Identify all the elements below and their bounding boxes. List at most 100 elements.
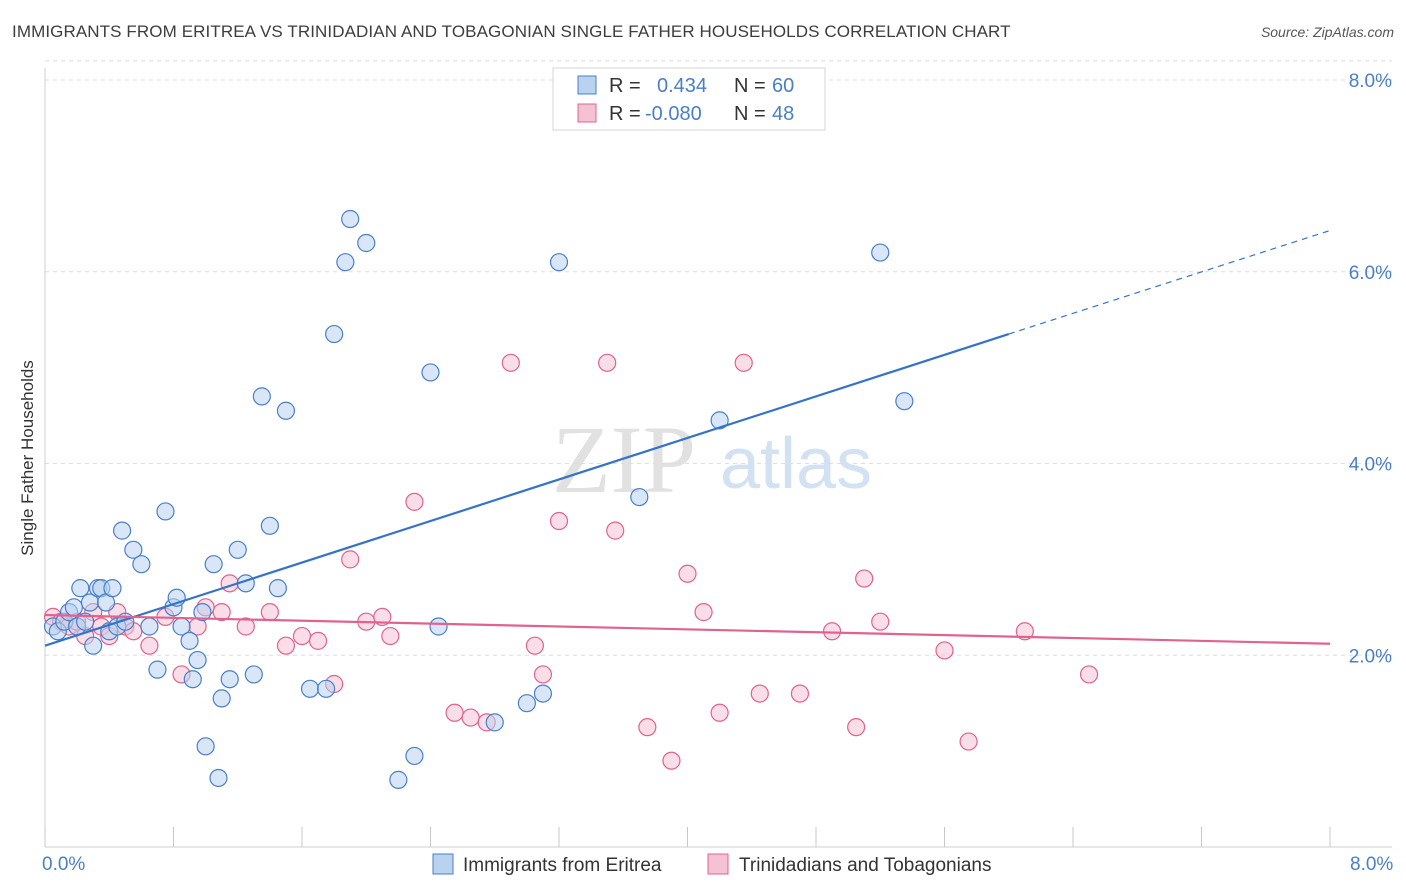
trinidadians-point — [871, 612, 890, 631]
eritrea-point — [76, 612, 95, 631]
y-tick-labels: 2.0% 4.0% 6.0% 8.0% — [1349, 71, 1392, 667]
stats-r-label-pink: R = — [609, 103, 641, 125]
trinidadians-point — [260, 603, 279, 622]
eritrea-point — [252, 387, 271, 406]
x-tick-label-max: 8.0% — [1350, 854, 1393, 875]
trinidadians-point — [638, 718, 657, 737]
eritrea-point — [124, 540, 143, 559]
trinidadians-trend-line — [44, 613, 1331, 645]
stats-n-label-blue: N = — [734, 75, 766, 97]
trinidadians-point — [461, 708, 480, 727]
trinidadians-point — [710, 703, 729, 722]
eritrea-point — [300, 679, 320, 698]
eritrea-point — [228, 540, 247, 559]
eritrea-trend-line — [44, 333, 1010, 647]
y-tick-label: 2.0% — [1349, 646, 1392, 667]
trinidadians-point — [373, 607, 392, 627]
legend-eritrea-label: Immigrants from Eritrea — [463, 855, 662, 876]
eritrea-point — [341, 209, 360, 229]
y-tick-label: 6.0% — [1349, 263, 1392, 284]
eritrea-point — [71, 579, 90, 598]
y-tick-label: 8.0% — [1349, 71, 1392, 92]
eritrea-point — [209, 768, 228, 788]
eritrea-point — [357, 233, 376, 253]
eritrea-point — [220, 670, 239, 689]
eritrea-point — [549, 253, 569, 272]
trinidadians-point — [1079, 665, 1099, 684]
eritrea-point — [212, 689, 231, 708]
trinidadians-point — [959, 732, 978, 751]
trinidadians-point — [847, 718, 866, 737]
eritrea-point — [180, 631, 199, 650]
eritrea-point — [895, 392, 914, 411]
trinidadians-point — [855, 569, 874, 588]
y-tick-label: 4.0% — [1349, 455, 1392, 476]
chart-title: IMMIGRANTS FROM ERITREA VS TRINIDADIAN A… — [12, 22, 1011, 41]
stats-r-label-blue: R = — [609, 75, 641, 97]
trinidadians-point — [1015, 622, 1034, 641]
eritrea-point — [630, 487, 649, 507]
eritrea-point — [64, 598, 84, 617]
trinidadians-point — [381, 626, 400, 646]
trinidadians-point — [678, 564, 697, 583]
legend-trinidadians-swatch — [707, 853, 729, 875]
eritrea-point — [188, 650, 207, 670]
trinidadians-point — [750, 684, 769, 703]
eritrea-point — [204, 555, 223, 574]
stats-n-value-pink: 48 — [772, 103, 794, 125]
trinidadians-point — [935, 641, 954, 660]
trinidadians-point — [549, 511, 569, 531]
stats-n-label-pink: N = — [734, 103, 766, 125]
trinidadians-point — [140, 636, 159, 655]
series-eritrea-points — [43, 209, 914, 789]
eritrea-point — [276, 401, 296, 420]
trinidadians-point — [734, 353, 753, 372]
eritrea-point — [325, 324, 344, 344]
grid-lines — [45, 60, 1392, 656]
eritrea-point — [389, 770, 408, 789]
eritrea-point — [140, 617, 159, 636]
eritrea-trend-extension — [1008, 229, 1331, 335]
eritrea-point — [268, 579, 288, 598]
legend-trinidadians-label: Trinidadians and Tobagonians — [739, 855, 991, 876]
bottom-legend: Immigrants from Eritrea Trinidadians and… — [432, 853, 991, 876]
stats-r-value-blue: 0.434 — [657, 75, 707, 97]
eritrea-point — [148, 660, 167, 679]
trinidadians-point — [236, 617, 255, 636]
trinidadians-point — [694, 603, 713, 622]
trinidadians-point — [598, 353, 617, 372]
trinidadians-point — [212, 603, 231, 622]
eritrea-point — [156, 502, 175, 521]
stats-legend-blue-swatch — [577, 75, 597, 95]
source-credit: Source: ZipAtlas.com — [1260, 24, 1394, 40]
eritrea-point — [84, 636, 103, 655]
trinidadians-point — [662, 751, 681, 770]
eritrea-point — [260, 516, 279, 535]
legend-eritrea-swatch — [432, 853, 454, 875]
stats-legend: R = 0.434 N = 60 R = -0.080 N = 48 — [552, 67, 826, 131]
eritrea-point — [193, 603, 212, 622]
trinidadians-point — [341, 550, 360, 569]
eritrea-point — [336, 253, 355, 272]
eritrea-point — [183, 670, 202, 689]
x-tick-label-min: 0.0% — [42, 854, 85, 875]
eritrea-point — [103, 579, 122, 598]
trinidadians-point — [405, 492, 424, 511]
stats-n-value-blue: 60 — [772, 75, 794, 97]
trend-lines — [44, 229, 1331, 647]
eritrea-point — [244, 665, 263, 684]
eritrea-point — [132, 555, 151, 574]
eritrea-point — [405, 746, 424, 766]
trinidadians-point — [533, 665, 553, 684]
trinidadians-point — [501, 353, 520, 372]
eritrea-point — [485, 713, 504, 732]
eritrea-point — [112, 521, 132, 540]
eritrea-point — [421, 363, 440, 382]
trinidadians-point — [790, 684, 810, 703]
axes — [44, 68, 1392, 848]
y-axis-label: Single Father Households — [18, 360, 37, 556]
eritrea-point — [316, 679, 336, 698]
eritrea-point — [517, 694, 536, 713]
eritrea-point — [429, 617, 448, 636]
